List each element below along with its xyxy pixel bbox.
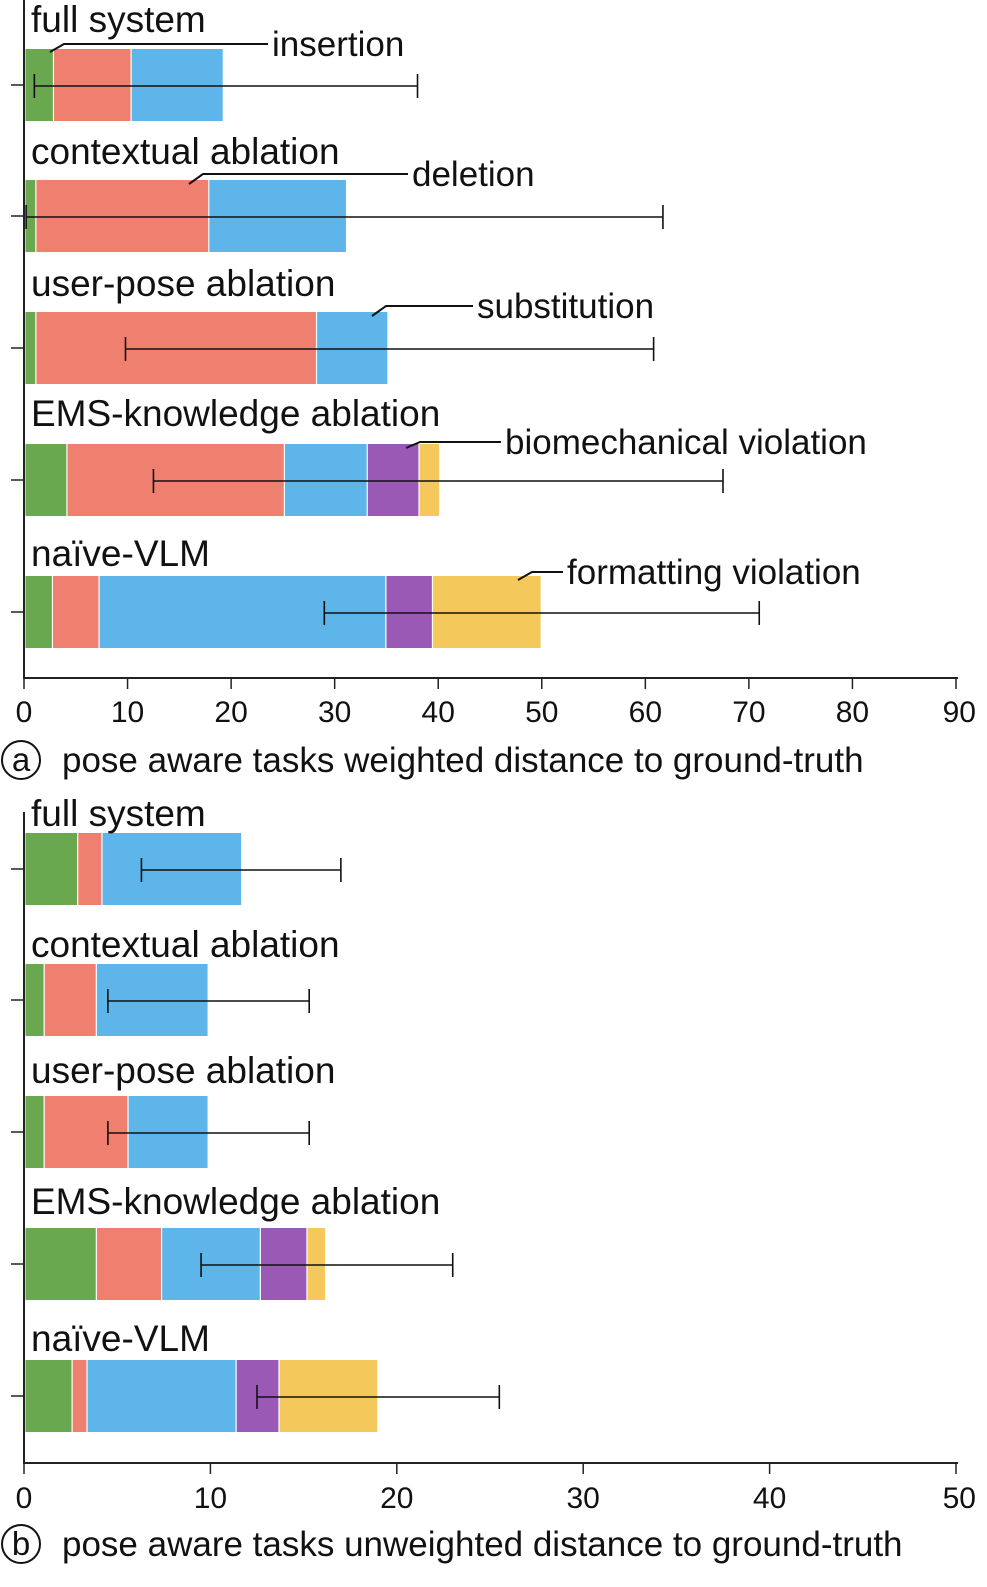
bar-segment-deletion-user-pose-ablation (44, 1096, 129, 1168)
panel-title-b: pose aware tasks unweighted distance to … (62, 1525, 903, 1564)
callout-label-insertion: insertion (272, 25, 404, 64)
bar-segment-substitution-contextual-ablation (208, 180, 347, 252)
panel-letter-circle-b (1, 1524, 41, 1564)
category-label-ems-knowledge-ablation: EMS-knowledge ablation (31, 1181, 440, 1222)
bar-segment-biomechanical-violation-ems-knowledge-ablation (367, 444, 420, 516)
callout-label-substitution: substitution (477, 287, 654, 326)
bar-segment-formatting-violation-ems-knowledge-ablation (419, 444, 440, 516)
bar-segment-substitution-naive-vlm (87, 1360, 237, 1432)
x-tick-label-50: 50 (943, 1482, 976, 1515)
x-tick-label-10: 10 (111, 696, 144, 729)
bar-segment-insertion-contextual-ablation (25, 964, 45, 1036)
category-label-naive-vlm: naïve-VLM (31, 533, 210, 574)
bar-segment-deletion-naive-vlm (52, 576, 100, 648)
bar-segment-substitution-full-system (131, 49, 224, 121)
bar-segment-formatting-violation-naive-vlm (279, 1360, 378, 1432)
panel-letter-circle-a (1, 740, 41, 780)
panel-b: full system contextual ablation user-pose … (1, 793, 976, 1564)
bar-segment-biomechanical-violation-naive-vlm (385, 576, 433, 648)
x-tick-label-30: 30 (567, 1482, 600, 1515)
x-tick-label-20: 20 (380, 1482, 413, 1515)
bar-segment-insertion-naive-vlm (25, 576, 53, 648)
bar-segment-deletion-full-system (53, 49, 132, 121)
bar-segment-insertion-contextual-ablation (25, 180, 36, 252)
callout-label-formatting-violation: formatting violation (567, 553, 861, 592)
x-tick-label-60: 60 (629, 696, 662, 729)
bar-segment-insertion-naive-vlm (25, 1360, 73, 1432)
bar-segment-insertion-full-system (25, 49, 54, 121)
bar-segment-substitution-naive-vlm (99, 576, 386, 648)
category-label-naive-vlm: naïve-VLM (31, 1318, 210, 1359)
x-tick-label-0: 0 (16, 696, 33, 729)
category-label-ems-knowledge-ablation: EMS-knowledge ablation (31, 393, 440, 434)
category-label-user-pose-ablation: user-pose ablation (31, 1050, 335, 1091)
callout-label-biomechanical-violation: biomechanical violation (505, 423, 867, 462)
callout-line-formatting-violation (517, 571, 563, 581)
category-label-full-system: full system (31, 0, 206, 40)
callout-line-deletion (188, 173, 408, 185)
bar-segment-deletion-contextual-ablation (35, 180, 209, 252)
bar-segment-substitution-ems-knowledge-ablation (161, 1228, 261, 1300)
bar-segment-deletion-user-pose-ablation (35, 312, 317, 384)
callout-line-insertion (49, 43, 268, 53)
bar-segment-insertion-ems-knowledge-ablation (25, 444, 67, 516)
bar-segment-deletion-contextual-ablation (44, 964, 97, 1036)
bar-segment-insertion-user-pose-ablation (25, 1096, 45, 1168)
x-tick-label-0: 0 (16, 1482, 33, 1515)
x-tick-label-70: 70 (732, 696, 765, 729)
category-label-contextual-ablation: contextual ablation (31, 131, 340, 172)
bar-segment-deletion-ems-knowledge-ablation (66, 444, 285, 516)
bar-segment-substitution-user-pose-ablation (316, 312, 388, 384)
x-tick-label-90: 90 (943, 696, 976, 729)
bar-segment-deletion-full-system (77, 833, 102, 905)
bar-segment-biomechanical-violation-ems-knowledge-ablation (260, 1228, 307, 1300)
bar-segment-substitution-ems-knowledge-ablation (284, 444, 368, 516)
category-label-full-system: full system (31, 793, 206, 834)
callout-label-deletion: deletion (412, 155, 535, 194)
bar-segment-deletion-naive-vlm (72, 1360, 88, 1432)
bar-segment-substitution-user-pose-ablation (128, 1096, 209, 1168)
x-tick-label-20: 20 (214, 696, 247, 729)
x-tick-label-50: 50 (525, 696, 558, 729)
panel-letter-a: a (12, 741, 31, 778)
bar-segment-substitution-full-system (101, 833, 242, 905)
panel-a: full system contextual ablation user-pose … (1, 0, 976, 780)
callout-line-biomechanical-violation (405, 441, 501, 449)
panel-letter-b: b (12, 1525, 30, 1562)
category-label-contextual-ablation: contextual ablation (31, 924, 340, 965)
x-tick-label-80: 80 (836, 696, 869, 729)
bar-segment-formatting-violation-naive-vlm (432, 576, 542, 648)
callout-line-substitution (371, 305, 473, 317)
bar-segment-insertion-ems-knowledge-ablation (25, 1228, 97, 1300)
bar-segment-insertion-full-system (25, 833, 78, 905)
category-label-user-pose-ablation: user-pose ablation (31, 263, 335, 304)
bar-segment-formatting-violation-ems-knowledge-ablation (306, 1228, 326, 1300)
x-tick-label-30: 30 (318, 696, 351, 729)
x-tick-label-10: 10 (194, 1482, 227, 1515)
bar-segment-deletion-ems-knowledge-ablation (96, 1228, 162, 1300)
x-tick-label-40: 40 (422, 696, 455, 729)
x-tick-label-40: 40 (753, 1482, 786, 1515)
bar-segment-insertion-user-pose-ablation (25, 312, 36, 384)
panel-title-a: pose aware tasks weighted distance to gr… (62, 741, 864, 780)
bar-segment-substitution-contextual-ablation (96, 964, 209, 1036)
